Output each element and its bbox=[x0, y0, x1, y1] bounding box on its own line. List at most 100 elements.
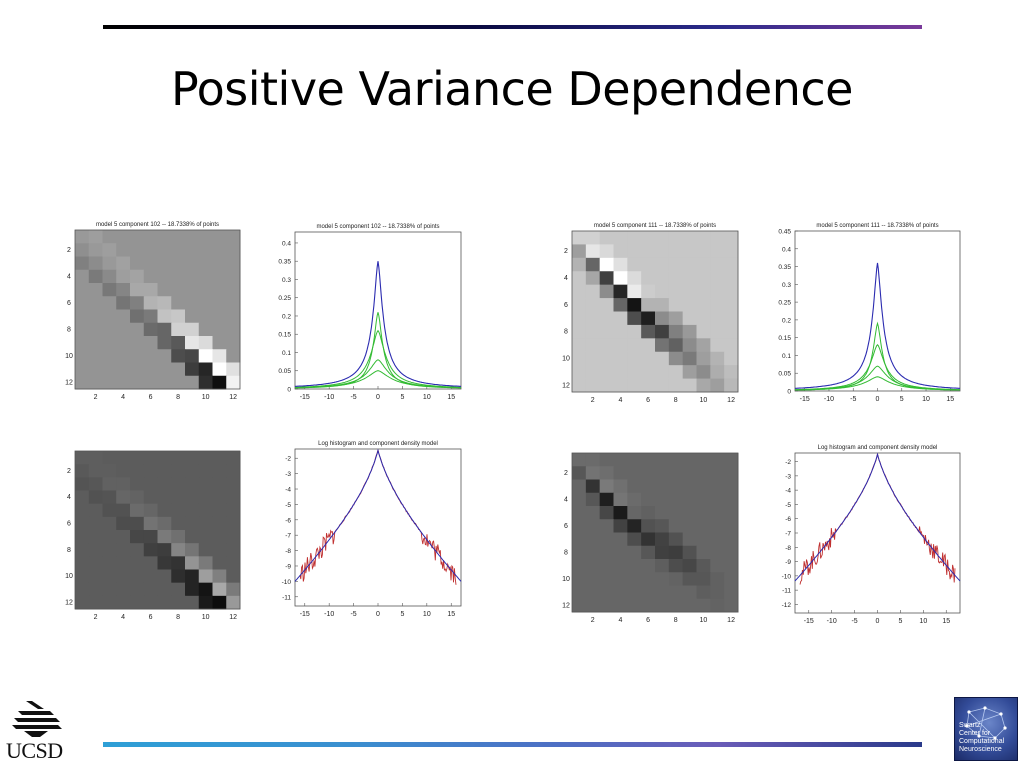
matrix-cell bbox=[102, 309, 117, 324]
density-title: Log histogram and component density mode… bbox=[318, 441, 438, 447]
matrix-cell bbox=[102, 336, 117, 350]
matrix-cell bbox=[143, 451, 158, 465]
matrix-cell bbox=[613, 298, 628, 312]
matrix-cell bbox=[627, 257, 642, 272]
matrix-cell bbox=[668, 365, 684, 380]
matrix-xtick-label: 12 bbox=[727, 397, 735, 404]
matrix-cell bbox=[212, 595, 227, 610]
matrix-cell bbox=[226, 464, 241, 478]
matrix-cell bbox=[724, 311, 739, 326]
matrix-cell bbox=[226, 516, 241, 531]
matrix-cell bbox=[696, 298, 711, 312]
matrix-cell bbox=[171, 283, 186, 297]
density-xtick-label: -5 bbox=[350, 394, 356, 401]
matrix-cell bbox=[668, 284, 684, 299]
matrix-cell bbox=[572, 365, 587, 380]
matrix-cell bbox=[116, 322, 131, 337]
matrix-cell bbox=[599, 271, 614, 286]
matrix-cell bbox=[212, 569, 227, 584]
matrix-cell bbox=[613, 453, 628, 467]
matrix-cell bbox=[212, 336, 227, 350]
matrix-cell bbox=[212, 490, 227, 505]
matrix-cell bbox=[710, 231, 725, 245]
density-ytick-label: -7 bbox=[285, 533, 291, 540]
matrix-cell bbox=[599, 559, 614, 573]
matrix-xtick-label: 2 bbox=[94, 614, 98, 621]
matrix-cell bbox=[627, 545, 642, 560]
matrix-cell bbox=[696, 338, 711, 353]
matrix-cell bbox=[599, 506, 614, 520]
page-title: Positive Variance Dependence bbox=[171, 62, 853, 116]
matrix-cell bbox=[655, 324, 670, 339]
matrix-cell bbox=[212, 309, 227, 324]
matrix-cell bbox=[696, 466, 711, 480]
sccn-line-2: Center for bbox=[959, 730, 991, 737]
matrix-cell bbox=[212, 296, 227, 310]
matrix-cell bbox=[668, 492, 684, 507]
matrix-ytick-label: 8 bbox=[67, 326, 71, 333]
model-density-curve bbox=[794, 452, 961, 582]
matrix-cell bbox=[143, 322, 158, 337]
matrix-cell bbox=[143, 464, 158, 478]
matrix-cell bbox=[724, 271, 739, 286]
matrix-cell bbox=[613, 492, 628, 507]
matrix-cell bbox=[668, 479, 684, 494]
matrix-cell bbox=[613, 545, 628, 560]
matrix-cell bbox=[627, 284, 642, 299]
matrix-cell bbox=[641, 585, 656, 600]
density-xtick-label: 0 bbox=[876, 618, 880, 625]
matrix-cell bbox=[157, 569, 172, 584]
matrix-cell bbox=[627, 532, 642, 547]
matrix-cell bbox=[641, 598, 656, 613]
matrix-cell bbox=[696, 572, 711, 586]
matrix-ytick-label: 6 bbox=[67, 520, 71, 527]
matrix-cell bbox=[641, 506, 656, 520]
matrix-cell bbox=[226, 477, 241, 491]
matrix-cell bbox=[682, 351, 697, 366]
matrix-title: model 5 component 102 -- 18.7338% of poi… bbox=[96, 222, 219, 228]
density-xtick-label: -10 bbox=[827, 618, 837, 625]
density-plot-2 bbox=[794, 230, 961, 392]
matrix-cell bbox=[572, 532, 587, 547]
matrix-cell bbox=[668, 585, 684, 600]
matrix-cell bbox=[226, 362, 241, 377]
matrix-cell bbox=[88, 451, 103, 465]
matrix-cell bbox=[212, 269, 227, 284]
matrix-cell bbox=[599, 284, 614, 299]
density-frame bbox=[794, 452, 961, 614]
matrix-cell bbox=[641, 271, 656, 286]
matrix-cell bbox=[599, 519, 614, 533]
matrix-cell bbox=[102, 256, 117, 271]
matrix-xtick-label: 10 bbox=[202, 614, 210, 621]
matrix-cell bbox=[599, 479, 614, 494]
density-ytick-label: 0.05 bbox=[778, 371, 791, 378]
matrix-cell bbox=[682, 479, 697, 494]
matrix-cell bbox=[696, 545, 711, 560]
matrix-cell bbox=[627, 298, 642, 312]
matrix-cell bbox=[198, 556, 213, 570]
matrix-cell bbox=[130, 230, 145, 244]
brain-network-icon bbox=[965, 706, 1007, 740]
matrix-cell bbox=[185, 283, 200, 297]
density-ytick-label: -11 bbox=[282, 594, 291, 601]
matrix-cell bbox=[572, 311, 587, 326]
matrix-cell bbox=[102, 530, 117, 544]
matrix-cell bbox=[198, 296, 213, 310]
density-xtick-label: -15 bbox=[804, 618, 814, 625]
matrix-cell bbox=[185, 464, 200, 478]
matrix-frame bbox=[74, 229, 241, 390]
matrix-cell bbox=[655, 244, 670, 259]
matrix-cell bbox=[116, 296, 131, 310]
matrix-cell bbox=[599, 453, 614, 467]
matrix-cell bbox=[226, 322, 241, 337]
matrix-cell bbox=[641, 351, 656, 366]
matrix-cell bbox=[198, 477, 213, 491]
density-xtick-label: -5 bbox=[851, 618, 857, 625]
matrix-cell bbox=[641, 338, 656, 353]
matrix-cell bbox=[682, 453, 697, 467]
matrix-cell bbox=[185, 516, 200, 531]
matrix-cell bbox=[599, 244, 614, 259]
matrix-cell bbox=[572, 559, 587, 573]
matrix-cell bbox=[116, 595, 131, 610]
matrix-cell bbox=[171, 464, 186, 478]
